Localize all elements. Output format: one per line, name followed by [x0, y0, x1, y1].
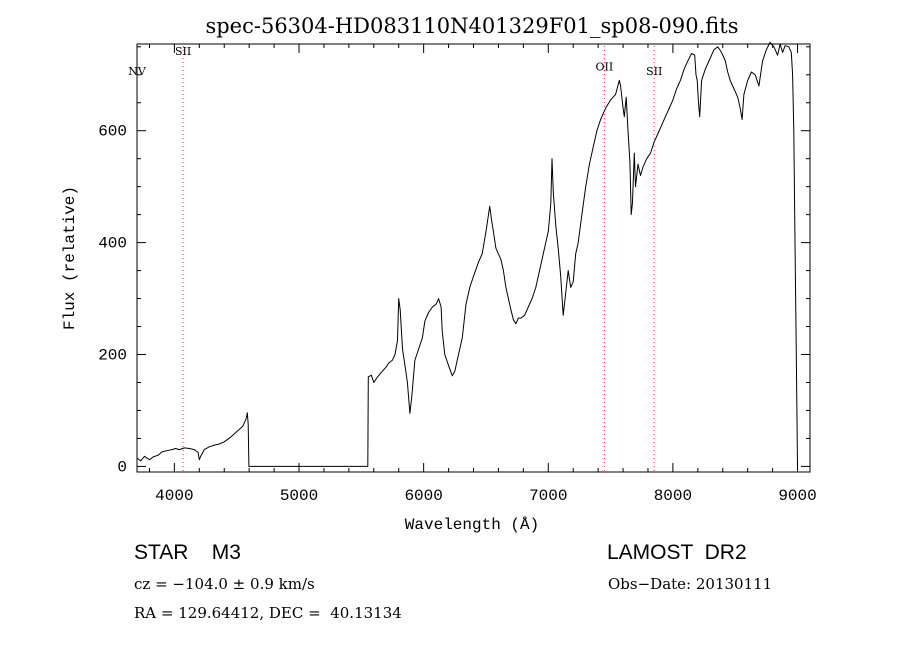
- y-axis-label: Flux (relative): [61, 186, 79, 330]
- axis-labels-layer: 4000 5000 6000 7000 8000 9000 0 200 400 600: [98, 123, 817, 505]
- spectral-line-label: OII: [596, 60, 614, 73]
- coordinates: RA = 129.64412, DEC = 40.13134: [134, 604, 402, 622]
- redshift-cz: cz = −104.0 ± 0.9 km/s: [134, 575, 315, 593]
- x-tick-label: 6000: [404, 487, 442, 505]
- object-class: STAR M3: [134, 541, 241, 564]
- spectral-line-label: NV: [128, 65, 147, 78]
- observation-date: Obs−Date: 20130111: [608, 575, 773, 593]
- x-tick-label: 5000: [280, 487, 318, 505]
- x-tick-label: 9000: [778, 487, 816, 505]
- spectrum-series-line: [136, 41, 798, 467]
- x-axis-label: Wavelength (Å): [405, 516, 539, 534]
- y-tick-label: 200: [98, 347, 127, 365]
- series-layer: [136, 41, 798, 467]
- spectral-lines-layer: NV SII OII SII: [128, 45, 662, 472]
- y-tick-label: 600: [98, 123, 127, 141]
- axis-ticks-layer: [137, 44, 810, 472]
- x-tick-label: 7000: [529, 487, 567, 505]
- spectral-line-label: SII: [646, 65, 662, 78]
- x-tick-label: 4000: [155, 487, 193, 505]
- x-tick-label: 8000: [654, 487, 692, 505]
- survey-name: LAMOST DR2: [607, 541, 747, 564]
- y-tick-label: 0: [117, 458, 127, 476]
- plot-frame: [136, 43, 811, 473]
- y-tick-label: 400: [98, 235, 127, 253]
- spectral-line-label: SII: [175, 45, 191, 58]
- chart-title: spec-56304-HD083110N401329F01_sp08-090.f…: [205, 14, 738, 38]
